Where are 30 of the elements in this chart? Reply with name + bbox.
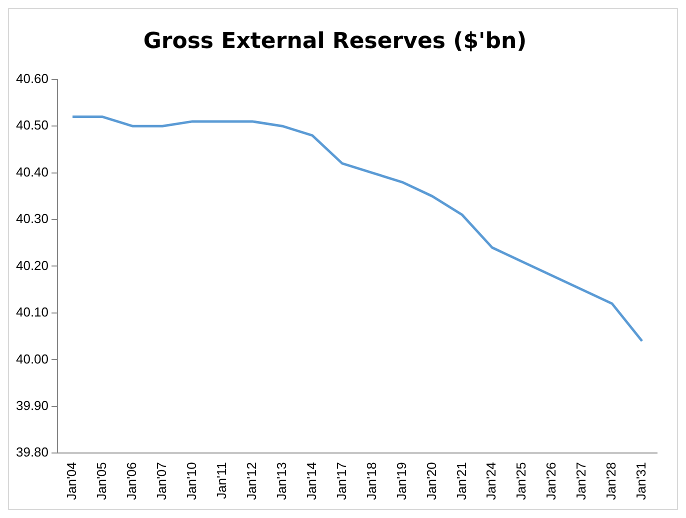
x-tick-label: Jan'18: [364, 462, 379, 500]
x-tick-label: Jan'21: [454, 462, 469, 500]
x-tick-label: Jan'12: [244, 462, 259, 500]
y-tick-label: 40.50: [16, 118, 49, 133]
y-tick-label: 40.00: [16, 351, 49, 366]
y-tick-label: 40.40: [16, 164, 49, 180]
x-tick-label: Jan'10: [184, 462, 199, 500]
y-tick-label: 40.60: [16, 70, 49, 86]
x-tick-label: Jan'06: [124, 462, 140, 500]
x-tick-label: Jan'26: [544, 462, 559, 500]
y-tick-label: 40.30: [16, 211, 49, 226]
x-tick-label: Jan'19: [394, 462, 409, 500]
x-tick-label: Jan'20: [424, 462, 439, 500]
x-tick-label: Jan'13: [274, 462, 289, 500]
x-tick-label: Jan'14: [304, 462, 319, 500]
x-tick-label: Jan'04: [64, 462, 80, 500]
x-tick-label: Jan'31: [634, 462, 649, 500]
x-tick-label: Jan'07: [154, 462, 170, 500]
chart-title: Gross External Reserves ($'bn): [143, 28, 527, 54]
y-tick-label: 39.90: [16, 398, 49, 413]
y-tick-label: 40.10: [16, 304, 49, 320]
x-tick-label: Jan'11: [214, 462, 229, 500]
x-tick-label: Jan'05: [94, 462, 110, 500]
y-tick-label: 39.80: [16, 444, 49, 460]
x-tick-label: Jan'17: [334, 462, 349, 500]
x-tick-label: Jan'24: [484, 462, 499, 500]
x-tick-label: Jan'25: [514, 462, 529, 500]
x-tick-label: Jan'27: [574, 462, 589, 500]
x-tick-label: Jan'28: [604, 462, 619, 500]
y-tick-label: 40.20: [16, 258, 49, 273]
